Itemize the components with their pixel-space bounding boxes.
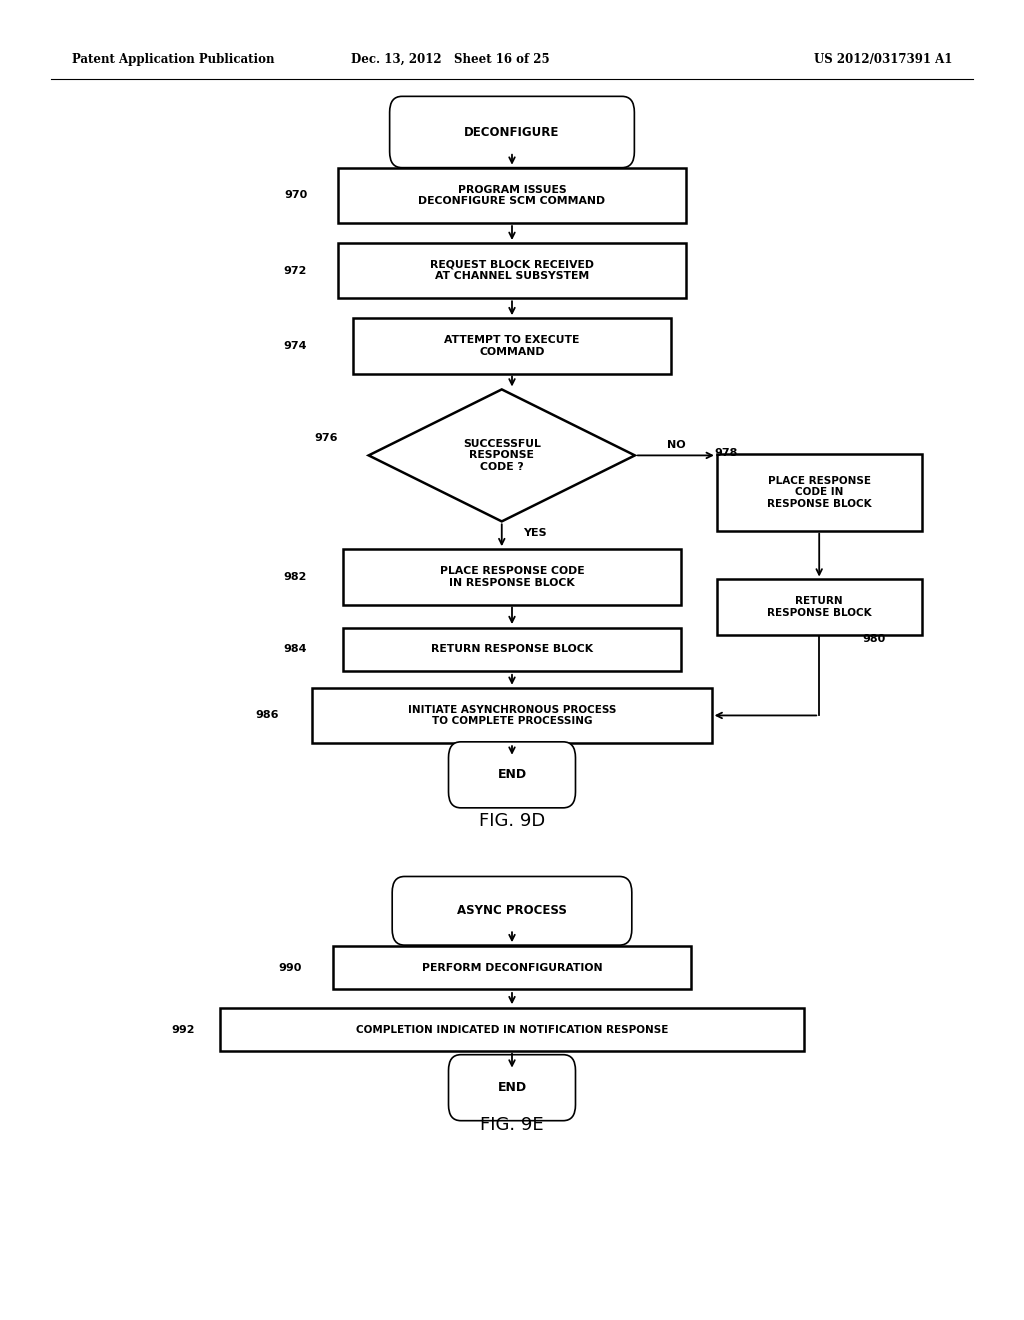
Text: 978: 978 [714, 447, 737, 458]
Text: REQUEST BLOCK RECEIVED
AT CHANNEL SUBSYSTEM: REQUEST BLOCK RECEIVED AT CHANNEL SUBSYS… [430, 260, 594, 281]
Text: NO: NO [667, 440, 685, 450]
Text: US 2012/0317391 A1: US 2012/0317391 A1 [814, 53, 952, 66]
Text: RETURN RESPONSE BLOCK: RETURN RESPONSE BLOCK [431, 644, 593, 655]
Text: 972: 972 [284, 265, 307, 276]
Bar [220, 1008, 804, 1051]
Text: 992: 992 [171, 1024, 195, 1035]
Bar [338, 168, 686, 223]
Text: FIG. 9D: FIG. 9D [479, 812, 545, 830]
Text: 974: 974 [284, 341, 307, 351]
Bar [333, 945, 691, 990]
Text: Patent Application Publication: Patent Application Publication [72, 53, 274, 66]
Bar [312, 688, 712, 743]
FancyBboxPatch shape [449, 742, 575, 808]
Text: END: END [498, 768, 526, 781]
Bar [353, 318, 671, 374]
Text: 980: 980 [862, 634, 886, 644]
Text: 976: 976 [314, 433, 338, 444]
Text: PERFORM DECONFIGURATION: PERFORM DECONFIGURATION [422, 962, 602, 973]
Bar [717, 579, 922, 635]
FancyBboxPatch shape [449, 1055, 575, 1121]
Text: PLACE RESPONSE CODE
IN RESPONSE BLOCK: PLACE RESPONSE CODE IN RESPONSE BLOCK [439, 566, 585, 587]
Text: 970: 970 [284, 190, 307, 201]
Text: RETURN
RESPONSE BLOCK: RETURN RESPONSE BLOCK [767, 597, 871, 618]
Text: DECONFIGURE: DECONFIGURE [464, 125, 560, 139]
FancyBboxPatch shape [392, 876, 632, 945]
Text: 982: 982 [284, 572, 307, 582]
Bar [338, 243, 686, 298]
Bar [343, 628, 681, 671]
Text: YES: YES [522, 528, 547, 539]
Text: 990: 990 [279, 962, 302, 973]
Text: Dec. 13, 2012   Sheet 16 of 25: Dec. 13, 2012 Sheet 16 of 25 [351, 53, 550, 66]
Text: PROGRAM ISSUES
DECONFIGURE SCM COMMAND: PROGRAM ISSUES DECONFIGURE SCM COMMAND [419, 185, 605, 206]
Text: END: END [498, 1081, 526, 1094]
Text: SUCCESSFUL
RESPONSE
CODE ?: SUCCESSFUL RESPONSE CODE ? [463, 438, 541, 473]
Text: COMPLETION INDICATED IN NOTIFICATION RESPONSE: COMPLETION INDICATED IN NOTIFICATION RES… [355, 1024, 669, 1035]
FancyBboxPatch shape [389, 96, 634, 168]
Text: FIG. 9E: FIG. 9E [480, 1115, 544, 1134]
Polygon shape [369, 389, 635, 521]
Bar [343, 549, 681, 605]
Text: 984: 984 [284, 644, 307, 655]
Text: INITIATE ASYNCHRONOUS PROCESS
TO COMPLETE PROCESSING: INITIATE ASYNCHRONOUS PROCESS TO COMPLET… [408, 705, 616, 726]
Bar [717, 454, 922, 531]
Text: PLACE RESPONSE
CODE IN
RESPONSE BLOCK: PLACE RESPONSE CODE IN RESPONSE BLOCK [767, 475, 871, 510]
Text: ATTEMPT TO EXECUTE
COMMAND: ATTEMPT TO EXECUTE COMMAND [444, 335, 580, 356]
Text: 986: 986 [255, 710, 279, 721]
Text: ASYNC PROCESS: ASYNC PROCESS [457, 904, 567, 917]
